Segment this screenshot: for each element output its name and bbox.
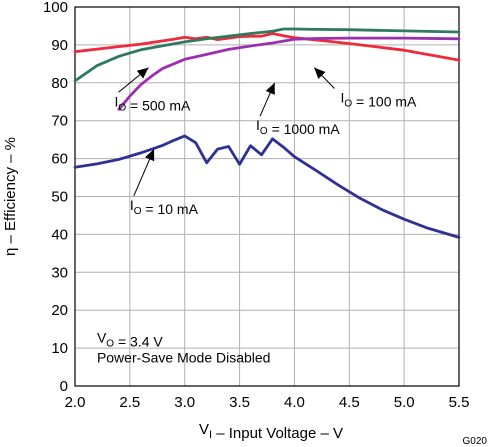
y-tick-label: 0	[60, 378, 68, 395]
annotation-arrowhead	[265, 82, 275, 95]
x-tick-label: 4.0	[284, 394, 305, 411]
y-tick-label: 90	[51, 37, 68, 54]
x-tick-label: 2.0	[65, 394, 86, 411]
y-tick-label: 100	[43, 0, 68, 16]
plot-frame	[74, 6, 460, 387]
series-line-3	[117, 36, 461, 111]
series-line-1	[73, 32, 461, 62]
series-label: IO = 1000 mA	[256, 117, 340, 137]
series-line-2	[73, 27, 461, 83]
series-label: IO = 10 mA	[130, 197, 199, 217]
annotation-arrowhead	[314, 67, 326, 79]
series-label: IO = 100 mA	[341, 90, 418, 110]
y-tick-label: 50	[51, 189, 68, 206]
condition-mode: Power-Save Mode Disabled	[97, 350, 271, 366]
y-tick-label: 80	[51, 75, 68, 92]
x-tick-label: 5.5	[449, 394, 470, 411]
y-tick-label: 70	[51, 113, 68, 130]
x-tick-label: 3.0	[174, 394, 195, 411]
annotation-arrowhead	[136, 67, 149, 79]
y-axis-label: η – Efficiency – %	[2, 137, 19, 256]
y-tick-label: 20	[51, 302, 68, 319]
y-tick-label: 40	[51, 226, 68, 243]
y-tick-label: 10	[51, 340, 68, 357]
y-tick-label: 30	[51, 264, 68, 281]
figure-code: G020	[463, 436, 488, 447]
y-tick-label: 60	[51, 151, 68, 168]
x-tick-label: 3.5	[229, 394, 250, 411]
annotation-arrowhead	[145, 149, 155, 162]
x-tick-label: 4.5	[339, 394, 360, 411]
series-label: IO = 500 mA	[114, 93, 191, 113]
series-line-0	[73, 134, 461, 239]
condition-output-voltage: VO = 3.4 V	[97, 329, 163, 349]
x-tick-label: 5.0	[394, 394, 415, 411]
x-tick-label: 2.5	[119, 394, 140, 411]
x-axis-label: VI – Input Voltage – V	[199, 421, 343, 442]
